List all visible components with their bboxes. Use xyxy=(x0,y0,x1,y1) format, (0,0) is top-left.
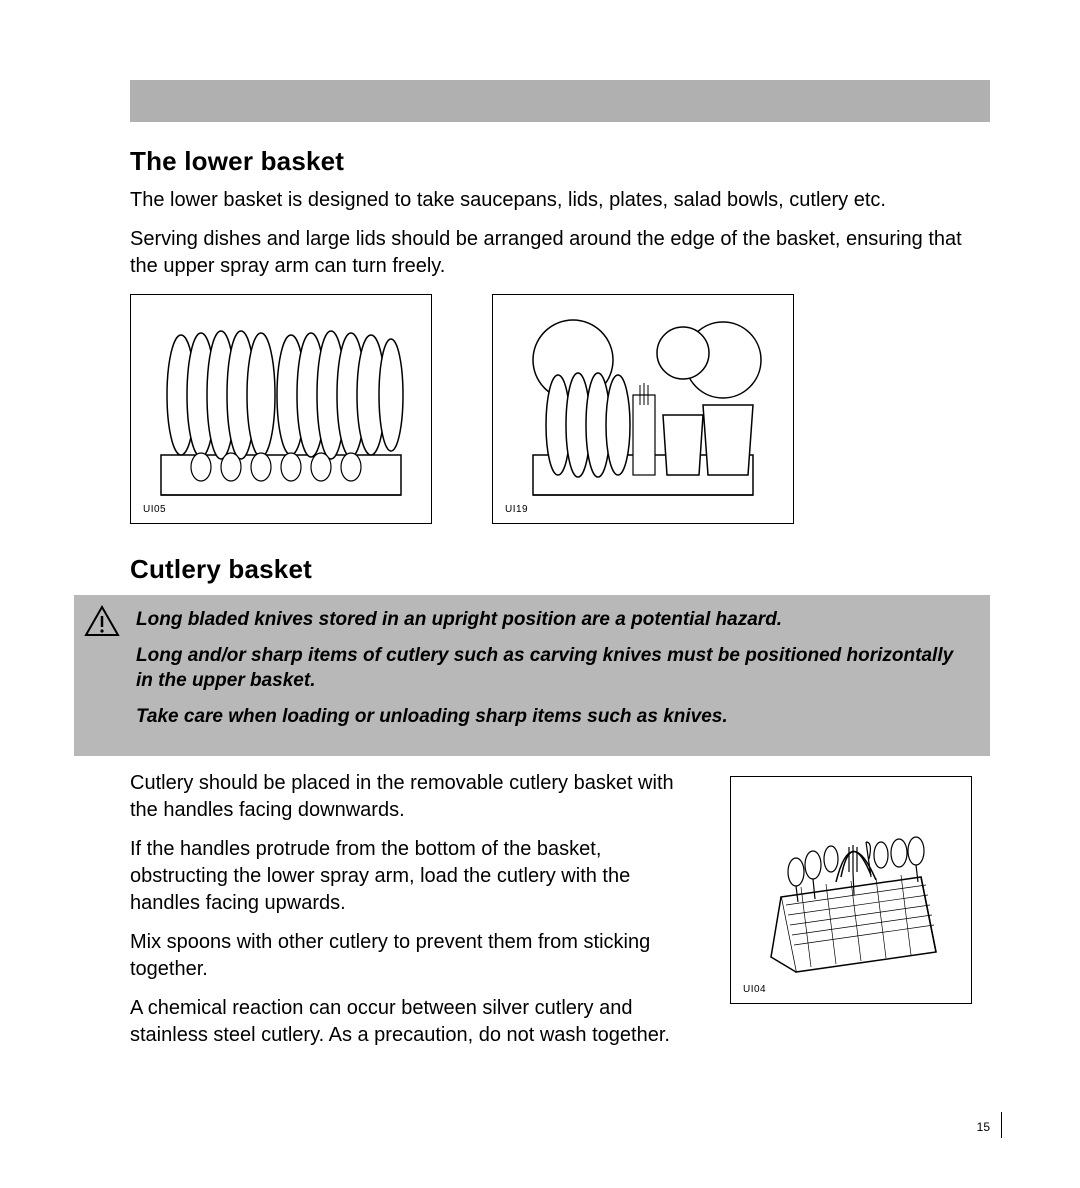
warning-text: Long bladed knives stored in an upright … xyxy=(136,607,972,730)
lower-basket-p1: The lower basket is designed to take sau… xyxy=(130,187,990,214)
warning-p2: Long and/or sharp items of cutlery such … xyxy=(136,643,972,694)
cutlery-figure-column: UI04 xyxy=(730,770,990,1061)
figure-row: UI05 xyxy=(130,294,990,524)
lower-basket-p2: Serving dishes and large lids should be … xyxy=(130,226,990,280)
header-band xyxy=(130,80,990,122)
manual-page: The lower basket The lower basket is des… xyxy=(0,0,1080,1188)
figure-label: UI04 xyxy=(743,984,766,995)
cutlery-columns: Cutlery should be placed in the removabl… xyxy=(130,770,990,1061)
cutlery-p4: A chemical reaction can occur between si… xyxy=(130,995,700,1049)
basket-illustration-2-icon xyxy=(503,305,783,513)
figure-label: UI05 xyxy=(143,504,166,515)
figure-label: UI19 xyxy=(505,504,528,515)
cutlery-basket-heading: Cutlery basket xyxy=(130,554,990,585)
cutlery-p1: Cutlery should be placed in the removabl… xyxy=(130,770,700,824)
figure-lower-basket-1: UI05 xyxy=(130,294,432,524)
warning-box: Long bladed knives stored in an upright … xyxy=(74,595,990,756)
cutlery-text-column: Cutlery should be placed in the removabl… xyxy=(130,770,700,1061)
warning-p1: Long bladed knives stored in an upright … xyxy=(136,607,972,633)
cutlery-p2: If the handles protrude from the bottom … xyxy=(130,836,700,917)
figure-lower-basket-2: UI19 xyxy=(492,294,794,524)
lower-basket-heading: The lower basket xyxy=(130,146,990,177)
basket-illustration-1-icon xyxy=(141,305,421,513)
page-number: 15 xyxy=(977,1120,990,1134)
cutlery-p3: Mix spoons with other cutlery to prevent… xyxy=(130,929,700,983)
cutlery-basket-icon xyxy=(741,787,961,993)
page-number-rule xyxy=(1001,1112,1002,1138)
figure-cutlery-basket: UI04 xyxy=(730,776,972,1004)
warning-triangle-icon xyxy=(84,605,120,642)
warning-p3: Take care when loading or unloading shar… xyxy=(136,704,972,730)
